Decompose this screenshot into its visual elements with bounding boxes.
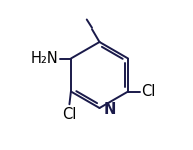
Text: N: N (103, 102, 116, 117)
Text: Cl: Cl (142, 84, 156, 99)
Text: Cl: Cl (62, 106, 77, 122)
Text: H₂N: H₂N (30, 51, 58, 66)
